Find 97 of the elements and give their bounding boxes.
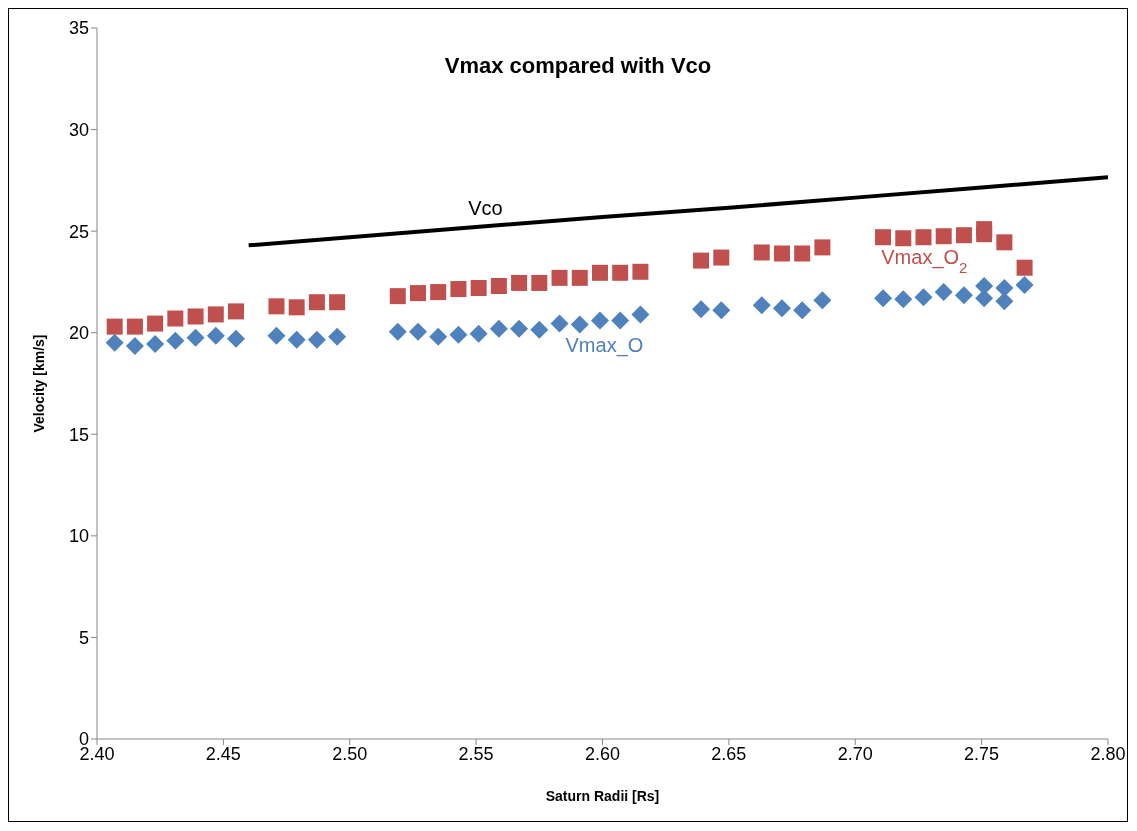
point [773, 245, 790, 262]
point [692, 300, 711, 319]
point [469, 324, 488, 343]
point [287, 330, 306, 349]
point [955, 227, 972, 244]
point [490, 277, 507, 294]
point [409, 285, 426, 302]
point [167, 310, 184, 327]
point [935, 228, 952, 245]
point [794, 245, 811, 262]
point [125, 336, 144, 355]
point [551, 269, 568, 286]
point [308, 294, 325, 311]
point [915, 229, 932, 246]
point [105, 333, 124, 352]
x-axis-title: Saturn Radii [Rs] [545, 788, 660, 804]
point [793, 301, 812, 320]
point [875, 229, 892, 246]
point [954, 286, 973, 305]
point [430, 284, 447, 301]
x-tick-label: 2.60 [584, 743, 621, 764]
series-label: Vmax_O$_{2}$ [881, 246, 968, 276]
point [166, 331, 185, 350]
point [329, 294, 346, 311]
point [146, 334, 165, 353]
point [976, 221, 993, 238]
y-tick-label: 20 [68, 323, 89, 344]
point [570, 315, 589, 334]
x-tick-label: 2.75 [964, 743, 1000, 764]
point [713, 249, 730, 266]
point [996, 234, 1013, 251]
point [328, 327, 347, 346]
text: Vmax compared with Vco [443, 53, 713, 79]
x-tick-label: 2.45 [205, 743, 241, 764]
point [450, 281, 467, 298]
y-tick-label: 25 [68, 221, 89, 242]
y-tick-label: 5 [78, 627, 89, 648]
x-tick-label: 2.80 [1090, 743, 1126, 764]
y-tick-label: 15 [68, 424, 89, 445]
line-series [246, 175, 1108, 248]
point [631, 305, 650, 324]
point [268, 298, 285, 315]
point [590, 311, 609, 330]
point [914, 288, 933, 307]
point [895, 230, 912, 247]
point [207, 306, 224, 323]
point [752, 296, 771, 315]
point [489, 319, 508, 338]
point [550, 314, 569, 333]
series-label: Vmax_O [565, 333, 644, 357]
point [388, 322, 407, 341]
point [206, 326, 225, 345]
point [510, 319, 529, 338]
y-axis-title: Velocity [km/s] [30, 334, 47, 433]
point [186, 328, 205, 347]
point [429, 327, 448, 346]
x-tick-label: 2.50 [332, 743, 368, 764]
point [106, 318, 123, 335]
point [408, 322, 427, 341]
point [147, 315, 164, 332]
point [1016, 259, 1033, 276]
point [187, 308, 204, 325]
point [591, 264, 608, 281]
point [530, 320, 549, 339]
series-label: Vco [468, 197, 503, 220]
point [712, 301, 731, 320]
point [126, 318, 143, 335]
point [227, 329, 246, 348]
x-tick-label: 2.65 [711, 743, 747, 764]
point [995, 292, 1014, 311]
x-tick-label: 2.70 [837, 743, 873, 764]
point [693, 252, 710, 269]
point [228, 303, 245, 320]
point [814, 239, 831, 256]
point [389, 288, 406, 305]
point [288, 299, 305, 316]
point [449, 325, 468, 344]
point [632, 263, 649, 280]
point [813, 291, 832, 310]
point [470, 280, 487, 297]
point [612, 264, 629, 281]
point [1015, 275, 1034, 294]
point [267, 326, 286, 345]
point [753, 244, 770, 261]
point [874, 289, 893, 308]
point [934, 283, 953, 302]
point [307, 330, 326, 349]
point [511, 274, 528, 291]
point [571, 269, 588, 286]
point [772, 299, 791, 318]
y-tick-label: 10 [68, 526, 89, 547]
point [611, 311, 630, 330]
x-tick-label: 2.55 [458, 743, 494, 764]
y-tick-label: 30 [68, 119, 89, 140]
point [531, 274, 548, 291]
point [894, 290, 913, 309]
y-tick-label: 35 [68, 18, 89, 39]
